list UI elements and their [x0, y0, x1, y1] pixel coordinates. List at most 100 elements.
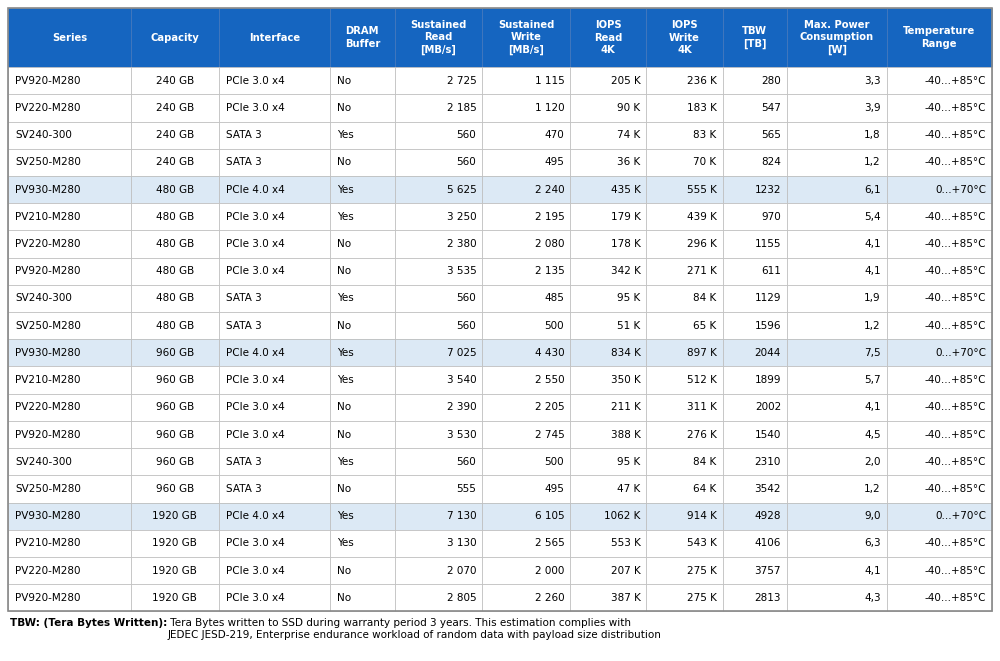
Text: 2 195: 2 195: [535, 212, 564, 222]
Text: PCIe 3.0 x4: PCIe 3.0 x4: [226, 212, 285, 222]
Bar: [646, 312, 723, 339]
Text: TBW: (Tera Bytes Written):: TBW: (Tera Bytes Written):: [10, 618, 167, 628]
Bar: [646, 122, 723, 149]
Text: 4 430: 4 430: [535, 348, 564, 358]
Bar: [8, 584, 131, 611]
Text: PV920-M280: PV920-M280: [15, 266, 80, 276]
Bar: [131, 95, 219, 122]
Text: -40...+85°C: -40...+85°C: [924, 212, 986, 222]
Text: PCIe 3.0 x4: PCIe 3.0 x4: [226, 103, 285, 113]
Bar: [131, 584, 219, 611]
Bar: [482, 312, 570, 339]
Text: 960 GB: 960 GB: [156, 348, 194, 358]
Bar: [395, 584, 482, 611]
Text: -40...+85°C: -40...+85°C: [924, 239, 986, 249]
Bar: [330, 8, 395, 67]
Bar: [395, 421, 482, 448]
Bar: [723, 285, 787, 312]
Bar: [219, 285, 330, 312]
Text: 3757: 3757: [755, 566, 781, 576]
Text: 2 550: 2 550: [535, 375, 564, 385]
Text: SATA 3: SATA 3: [226, 157, 262, 167]
Text: Capacity: Capacity: [151, 32, 199, 42]
Bar: [787, 366, 887, 394]
Bar: [570, 8, 646, 67]
Text: 1,9: 1,9: [864, 293, 881, 303]
Bar: [330, 421, 395, 448]
Text: 3 535: 3 535: [447, 266, 476, 276]
Bar: [8, 557, 131, 584]
Text: 2 205: 2 205: [535, 403, 564, 412]
Text: Temperature
Range: Temperature Range: [903, 26, 975, 49]
Text: SV240-300: SV240-300: [15, 130, 72, 140]
Text: No: No: [337, 239, 351, 249]
Bar: [787, 529, 887, 557]
Bar: [887, 448, 992, 475]
Bar: [131, 339, 219, 366]
Text: 90 K: 90 K: [617, 103, 640, 113]
Bar: [723, 203, 787, 231]
Bar: [330, 258, 395, 285]
Bar: [646, 475, 723, 502]
Bar: [887, 8, 992, 67]
Bar: [395, 366, 482, 394]
Bar: [219, 176, 330, 203]
Bar: [570, 67, 646, 95]
Bar: [570, 557, 646, 584]
Text: 560: 560: [457, 157, 476, 167]
Text: 350 K: 350 K: [611, 375, 640, 385]
Bar: [8, 122, 131, 149]
Text: 1232: 1232: [755, 184, 781, 194]
Bar: [219, 149, 330, 176]
Bar: [482, 203, 570, 231]
Text: 435 K: 435 K: [611, 184, 640, 194]
Text: PV220-M280: PV220-M280: [15, 566, 80, 576]
Text: 560: 560: [457, 321, 476, 330]
Bar: [330, 176, 395, 203]
Bar: [482, 285, 570, 312]
Text: 240 GB: 240 GB: [156, 157, 194, 167]
Bar: [131, 203, 219, 231]
Text: No: No: [337, 103, 351, 113]
Text: 480 GB: 480 GB: [156, 212, 194, 222]
Bar: [787, 394, 887, 421]
Bar: [723, 502, 787, 529]
Bar: [131, 122, 219, 149]
Bar: [482, 394, 570, 421]
Text: -40...+85°C: -40...+85°C: [924, 484, 986, 494]
Text: 4,5: 4,5: [864, 430, 881, 440]
Bar: [8, 285, 131, 312]
Text: Yes: Yes: [337, 375, 354, 385]
Text: 6 105: 6 105: [535, 511, 564, 521]
Bar: [646, 258, 723, 285]
Text: 2 805: 2 805: [447, 593, 476, 603]
Text: 2 135: 2 135: [535, 266, 564, 276]
Text: SATA 3: SATA 3: [226, 293, 262, 303]
Bar: [330, 203, 395, 231]
Text: PV210-M280: PV210-M280: [15, 538, 80, 549]
Bar: [787, 67, 887, 95]
Bar: [646, 8, 723, 67]
Bar: [131, 529, 219, 557]
Bar: [723, 149, 787, 176]
Bar: [787, 339, 887, 366]
Text: 555: 555: [457, 484, 476, 494]
Bar: [646, 285, 723, 312]
Text: SV250-M280: SV250-M280: [15, 157, 81, 167]
Bar: [723, 584, 787, 611]
Bar: [887, 176, 992, 203]
Text: Yes: Yes: [337, 293, 354, 303]
Text: 960 GB: 960 GB: [156, 484, 194, 494]
Text: PCIe 4.0 x4: PCIe 4.0 x4: [226, 511, 285, 521]
Text: 960 GB: 960 GB: [156, 430, 194, 440]
Text: No: No: [337, 403, 351, 412]
Text: 9,0: 9,0: [864, 511, 881, 521]
Text: PCIe 3.0 x4: PCIe 3.0 x4: [226, 593, 285, 603]
Bar: [330, 285, 395, 312]
Text: SATA 3: SATA 3: [226, 484, 262, 494]
Text: 70 K: 70 K: [693, 157, 717, 167]
Bar: [131, 8, 219, 67]
Text: PCIe 4.0 x4: PCIe 4.0 x4: [226, 348, 285, 358]
Bar: [723, 339, 787, 366]
Bar: [131, 149, 219, 176]
